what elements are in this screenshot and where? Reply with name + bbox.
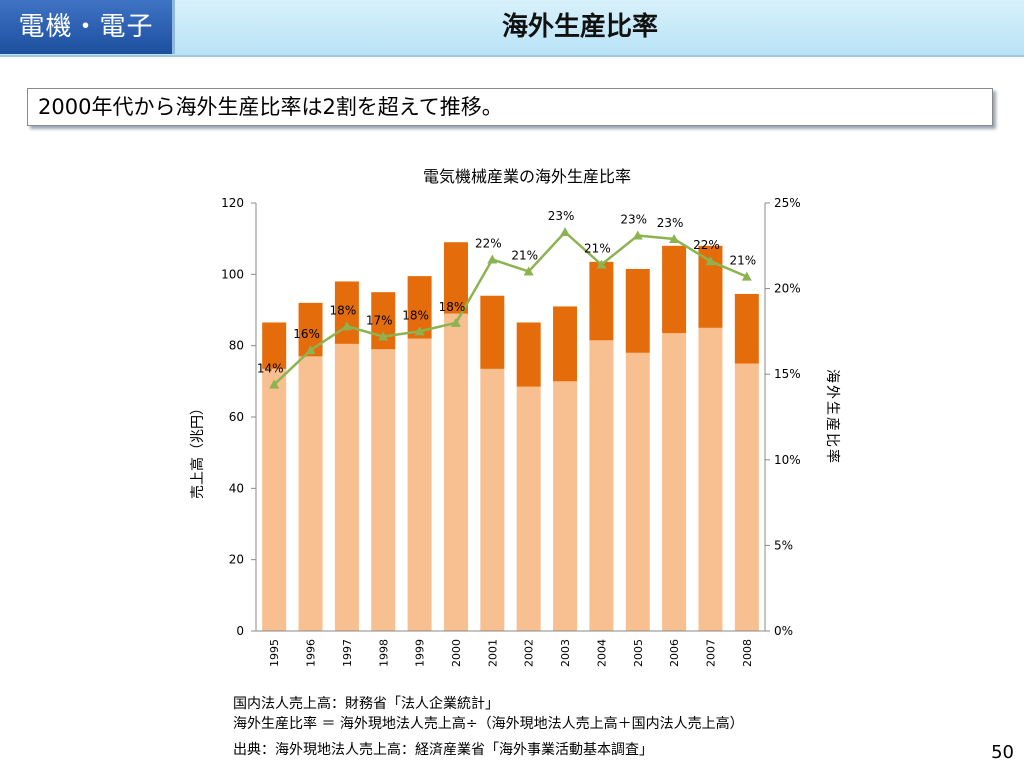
ratio-data-label-2004: 21%	[584, 242, 611, 256]
x-tick-label-2000: 2000	[450, 639, 463, 667]
ratio-marker-1999	[414, 326, 425, 336]
x-tick-label-1996: 1996	[305, 639, 318, 667]
ratio-data-label-2005: 23%	[620, 213, 647, 227]
y2-tick-label-1: 5%	[774, 538, 793, 552]
bar-domestic-1999	[407, 338, 432, 631]
ratio-data-label-1999: 18%	[402, 308, 429, 322]
summary-box: 2000年代から海外生産比率は2割を超えて推移。	[27, 88, 993, 126]
page-title: 海外生産比率	[501, 12, 658, 42]
x-tick-label-2008: 2008	[741, 639, 754, 667]
bar-domestic-2001	[480, 368, 505, 631]
bar-domestic-1998	[371, 349, 396, 631]
bar-overseas-1997	[334, 281, 359, 344]
ratio-data-label-2002: 21%	[511, 248, 538, 262]
y-tick-label-40: 40	[229, 481, 244, 495]
ratio-marker-1995	[269, 379, 280, 389]
bar-overseas-2003	[553, 306, 578, 382]
bar-domestic-2007	[698, 327, 723, 631]
ratio-data-label-1996: 16%	[293, 327, 320, 341]
bar-overseas-2000	[443, 242, 468, 314]
ratio-marker-1997	[341, 321, 352, 331]
y-tick-label-80: 80	[229, 339, 244, 353]
ratio-data-label-2003: 23%	[548, 209, 575, 223]
ratio-data-label-2001: 22%	[475, 236, 502, 250]
chart-title: 電気機械産業の海外生産比率	[423, 167, 631, 186]
x-tick-label-2002: 2002	[523, 639, 536, 667]
bar-domestic-2005	[625, 352, 650, 631]
y-tick-label-60: 60	[229, 410, 244, 424]
x-tick-label-1998: 1998	[377, 639, 390, 667]
y-tick-label-100: 100	[221, 267, 244, 281]
bar-domestic-1997	[334, 343, 359, 631]
bar-overseas-2001	[480, 295, 505, 369]
bar-domestic-2006	[662, 333, 687, 631]
ratio-marker-1998	[378, 331, 389, 341]
bar-domestic-1995	[262, 368, 287, 631]
bar-overseas-2006	[662, 245, 687, 334]
header-bar: 電機・電子 海外生産比率	[0, 0, 1024, 57]
axes-group: 1995 1996 1997 1998 1999 2000 2001 2002 2003 2004…	[221, 196, 801, 667]
y-tick-label-20: 20	[229, 553, 244, 567]
bar-overseas-2008	[734, 293, 759, 364]
y2-tick-label-4: 20%	[774, 282, 801, 296]
bar-domestic-2003	[553, 381, 578, 631]
bar-domestic-2004	[589, 340, 614, 631]
x-tick-label-2005: 2005	[632, 639, 645, 667]
ratio-marker-1996	[305, 345, 316, 355]
ratio-marker-2001	[487, 254, 498, 264]
page-number: 50	[991, 742, 1014, 763]
source-notes: 国内法人売上高：財務省「法人企業統計」 海外生産比率 ＝ 海外現地法人売上高÷（…	[233, 694, 744, 760]
x-tick-label-2006: 2006	[668, 639, 681, 667]
ratio-line-group: 14% 16% 18% 17% 18% 18% 22% 21% 23% 21% 23% 23% 22% 2…	[257, 209, 756, 389]
x-tick-label-2004: 2004	[595, 639, 608, 667]
x-tick-label-1999: 1999	[414, 639, 427, 667]
bar-overseas-2005	[625, 268, 650, 353]
y2-tick-label-2: 10%	[774, 453, 801, 467]
y2-tick-label-0: 0%	[774, 624, 793, 638]
bar-group	[262, 242, 759, 631]
x-tick-label-2003: 2003	[559, 639, 572, 667]
y-tick-label-0: 0	[236, 624, 244, 638]
ratio-data-label-1995: 14%	[257, 361, 284, 375]
x-tick-label-2001: 2001	[486, 639, 499, 667]
y-tick-label-120: 120	[221, 196, 244, 210]
ratio-marker-2005	[632, 230, 643, 240]
ratio-data-label-2007: 22%	[693, 238, 720, 252]
bar-overseas-1995	[262, 322, 287, 369]
x-tick-label-2007: 2007	[704, 639, 717, 667]
note-overseas-source: 出典：海外現地法人売上高：経済産業省「海外事業活動基本調査」	[233, 742, 653, 758]
ratio-marker-2008	[741, 271, 752, 281]
y-axis-label: 売上高（兆円）	[189, 401, 206, 499]
ratio-marker-2003	[560, 227, 571, 237]
ratio-data-label-2000: 18%	[439, 300, 466, 314]
ratio-data-label-1997: 18%	[330, 303, 357, 317]
note-ratio-formula: 海外生産比率 ＝ 海外現地法人売上高÷（海外現地法人売上高＋国内法人売上高）	[233, 716, 744, 732]
ratio-data-label-2008: 21%	[729, 254, 756, 268]
ratio-marker-2004	[596, 259, 607, 269]
y2-tick-label-3: 15%	[774, 367, 801, 381]
y2-tick-label-5: 25%	[774, 196, 801, 210]
ratio-marker-2006	[669, 233, 680, 243]
ratio-data-label-2006: 23%	[657, 216, 684, 230]
bar-domestic-2000	[443, 313, 468, 631]
bar-domestic-2002	[516, 386, 541, 631]
ratio-marker-2002	[523, 266, 534, 276]
x-tick-label-1997: 1997	[341, 639, 354, 667]
overseas-production-chart: 電気機械産業の海外生産比率 1995 1996 1997 1998 1999 2000 20…	[189, 167, 841, 667]
ratio-marker-2000	[450, 317, 461, 327]
x-tick-label-1995: 1995	[268, 639, 281, 667]
bar-domestic-2008	[734, 363, 759, 631]
ratio-data-label-1998: 17%	[366, 314, 393, 328]
category-label: 電機・電子	[0, 0, 175, 54]
bar-overseas-2004	[589, 261, 614, 341]
bar-overseas-2002	[516, 322, 541, 387]
ratio-line	[273, 230, 748, 386]
y2-axis-label: 海外生産比率	[824, 369, 841, 465]
ratio-marker-2007	[705, 256, 716, 266]
bar-domestic-1996	[298, 356, 323, 631]
note-domestic-source: 国内法人売上高：財務省「法人企業統計」	[233, 696, 499, 712]
